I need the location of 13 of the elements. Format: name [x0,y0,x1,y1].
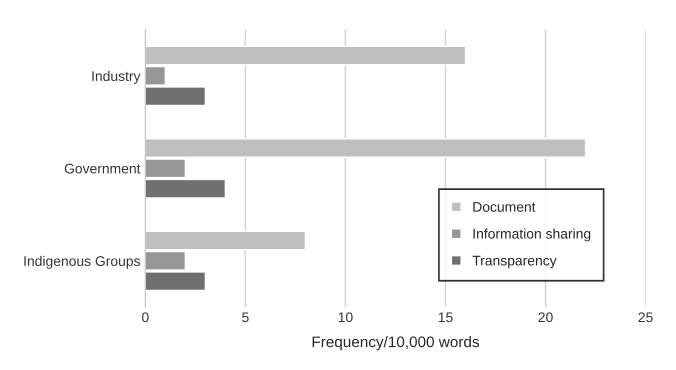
x-tick-label: 5 [242,312,249,322]
x-tick-label: 15 [438,312,453,322]
x-tick-label: 25 [638,312,653,322]
legend-label: Information sharing [474,228,590,242]
y-tick-label: Government [64,164,140,174]
y-tick-label: Industry [92,70,140,84]
legend-label: Document [473,202,536,212]
y-tick-label: Indigenous Groups [24,256,140,269]
x-tick-label: 20 [538,312,553,322]
x-tick-label: 0 [142,312,149,322]
x-axis-title: Frequency/10,000 words [312,336,479,350]
legend-label: Transparency [472,256,557,268]
x-tick-label: 10 [338,312,353,322]
